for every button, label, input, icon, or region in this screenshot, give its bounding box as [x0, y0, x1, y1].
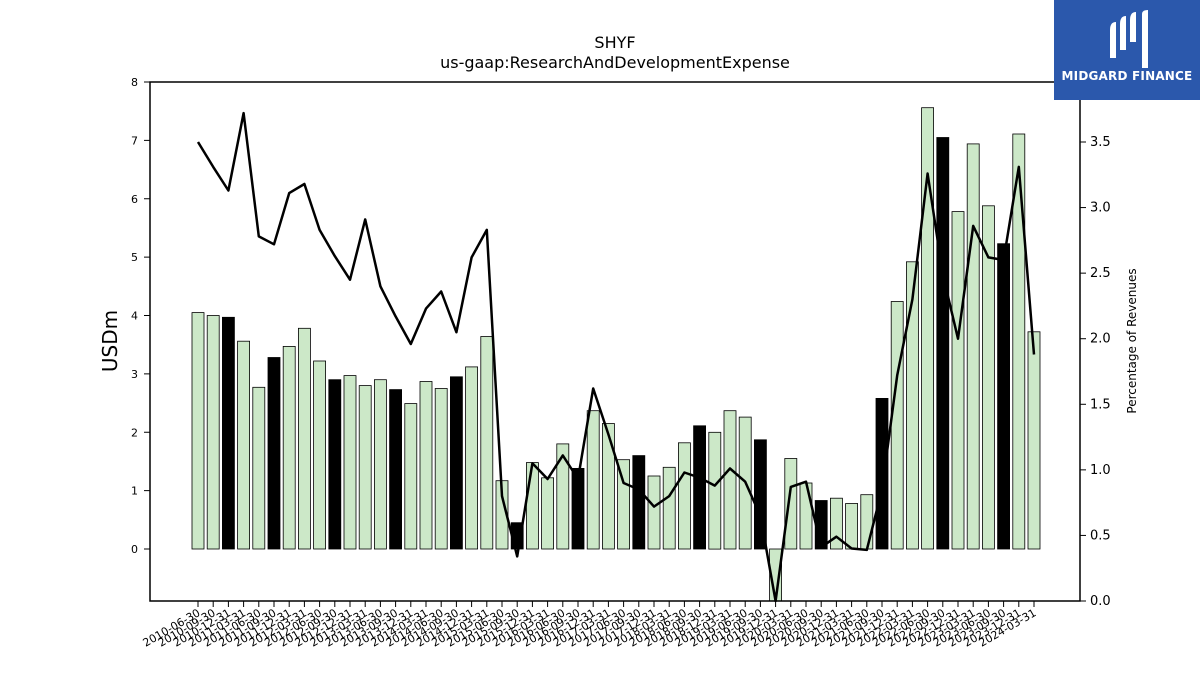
- y2-tick-label: 0.0: [1090, 594, 1111, 609]
- y-tick-label: 4: [131, 310, 138, 323]
- bar: [419, 381, 433, 550]
- bar: [936, 137, 950, 550]
- bar: [632, 455, 646, 550]
- bar: [586, 410, 600, 550]
- bar: [845, 503, 858, 550]
- bar: [389, 389, 403, 550]
- bar: [708, 431, 722, 550]
- bar: [237, 340, 251, 550]
- plot-frame: [149, 81, 1081, 602]
- y-tick-label: 1: [131, 485, 138, 498]
- bar: [784, 458, 798, 550]
- bar: [571, 467, 585, 550]
- bar: [404, 403, 418, 550]
- y2-tick-label: 1.0: [1090, 463, 1111, 478]
- bar: [723, 410, 737, 550]
- y-tick-label: 7: [131, 134, 138, 147]
- bar: [526, 462, 539, 550]
- y-tick-label: 3: [131, 368, 138, 381]
- bar: [282, 345, 296, 550]
- bar: [647, 475, 661, 550]
- bar: [982, 205, 995, 550]
- y2-tick-label: 2.5: [1090, 266, 1111, 281]
- bar-series: [191, 107, 1041, 602]
- bar: [556, 443, 570, 550]
- y2-tick-label: 3.5: [1090, 135, 1111, 150]
- bar: [221, 316, 235, 550]
- y2-axis-label: Percentage of Revenues: [1125, 268, 1139, 413]
- bar: [830, 497, 843, 550]
- bar: [328, 379, 342, 550]
- bar: [449, 376, 463, 550]
- y-axis-label: USDm: [98, 310, 122, 372]
- bar: [966, 143, 980, 550]
- bar: [754, 439, 767, 550]
- y2-tick-label: 0.5: [1090, 528, 1111, 543]
- bar: [799, 482, 813, 550]
- y2-tick-label: 1.5: [1090, 397, 1111, 412]
- chart-title: SHYF: [594, 33, 635, 52]
- bar: [602, 423, 615, 550]
- bar: [693, 425, 706, 550]
- bar: [297, 327, 311, 550]
- y-tick-label: 8: [131, 76, 138, 89]
- bar: [1027, 331, 1041, 550]
- brand-logo: MIDGARD FINANCE: [1054, 0, 1200, 100]
- chart-subtitle: us-gaap:ResearchAndDevelopmentExpense: [440, 53, 790, 72]
- bar: [617, 459, 630, 550]
- y-tick-label: 5: [131, 251, 138, 264]
- bar: [890, 301, 904, 550]
- logo-text: MIDGARD FINANCE: [1061, 69, 1193, 83]
- bar: [373, 379, 387, 550]
- bar: [252, 386, 266, 550]
- line-series: [196, 111, 1036, 603]
- bar: [860, 494, 874, 550]
- bar: [313, 360, 327, 550]
- y2-tick-label: 3.0: [1090, 201, 1111, 216]
- y-tick-label: 0: [131, 543, 138, 556]
- bar: [1012, 133, 1026, 550]
- bar: [997, 243, 1010, 550]
- bar: [541, 477, 554, 550]
- bar: [465, 366, 479, 550]
- y2-tick-label: 2.0: [1090, 332, 1111, 347]
- bar: [206, 315, 220, 550]
- bar: [343, 375, 357, 550]
- y-tick-label: 6: [131, 193, 138, 206]
- bar: [921, 107, 934, 550]
- bar: [191, 312, 205, 550]
- y-tick-label: 2: [131, 426, 138, 439]
- logo-mark-icon: [1110, 10, 1148, 68]
- revenue-percentage-line: [196, 111, 1036, 603]
- bar: [434, 388, 448, 550]
- bar: [267, 357, 281, 550]
- bar: [678, 442, 691, 550]
- bar: [951, 211, 965, 550]
- bar: [906, 261, 919, 550]
- bar: [358, 385, 372, 550]
- bar: [480, 336, 494, 550]
- bar: [662, 466, 676, 550]
- bar: [875, 397, 889, 550]
